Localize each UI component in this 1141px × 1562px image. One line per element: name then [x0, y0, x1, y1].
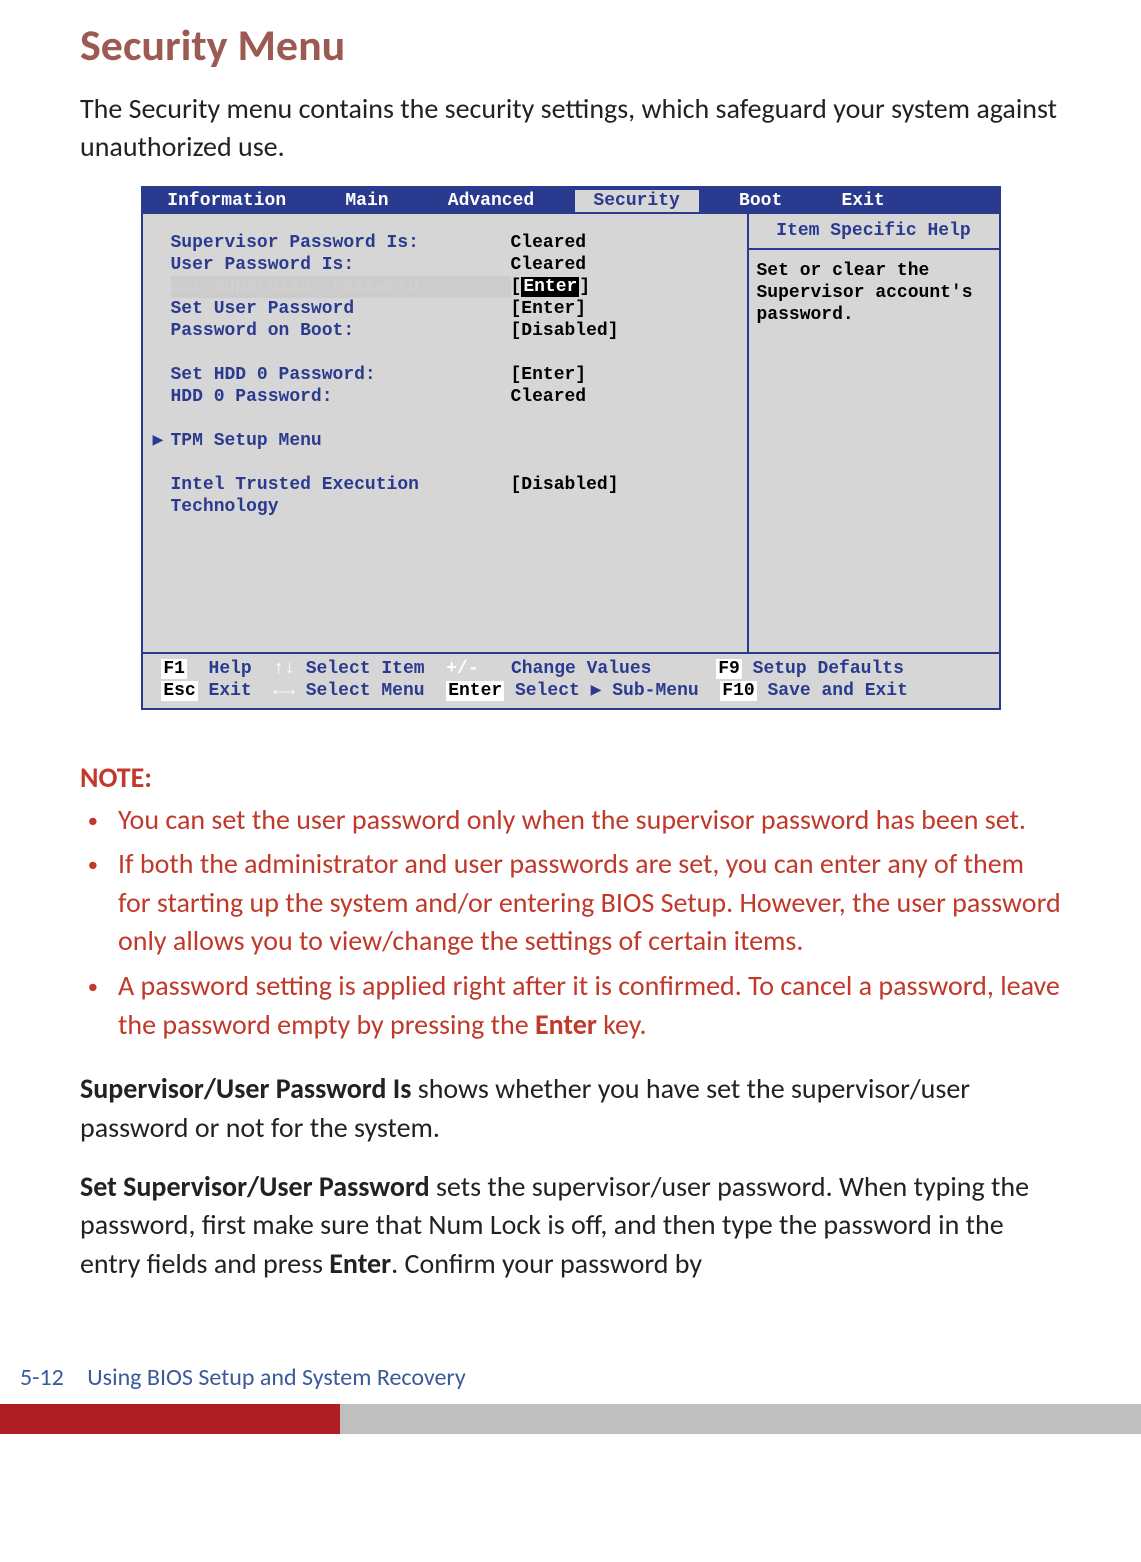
- bios-row-label: HDD 0 Password:: [171, 386, 511, 408]
- page-number: 5-12: [20, 1363, 64, 1392]
- bios-row[interactable]: Set HDD 0 Password:[Enter]: [153, 364, 737, 386]
- bios-row: HDD 0 Password:Cleared: [153, 386, 737, 408]
- note-item: A password setting is applied right afte…: [118, 967, 1061, 1044]
- bios-tab-information[interactable]: Information: [149, 190, 305, 212]
- notes-list: You can set the user password only when …: [80, 801, 1061, 1045]
- body-paragraph: Supervisor/User Password Is shows whethe…: [80, 1070, 1061, 1147]
- note-item: If both the administrator and user passw…: [118, 845, 1061, 961]
- note-label: NOTE:: [80, 760, 1061, 795]
- bios-row: Supervisor Password Is:Cleared: [153, 232, 737, 254]
- page-footer: 5-12 Using BIOS Setup and System Recover…: [0, 1363, 1141, 1434]
- bios-row-value: Cleared: [511, 254, 587, 276]
- bios-footer: F1 Help ↑↓ Select Item +/- Change Values…: [143, 654, 999, 708]
- bios-tab-exit[interactable]: Exit: [823, 190, 904, 212]
- chapter-title: Using BIOS Setup and System Recovery: [87, 1363, 466, 1392]
- bios-screenshot: Information Main Advanced Security Boot …: [141, 186, 1001, 710]
- bios-row-label: User Password Is:: [171, 254, 511, 276]
- bios-row-value: Cleared: [511, 386, 587, 408]
- paragraph-lead: Set Supervisor/User Password: [80, 1169, 430, 1204]
- bios-row-value: Cleared: [511, 232, 587, 254]
- bios-row-value: [Disabled]: [511, 320, 619, 342]
- bios-tab-security[interactable]: Security: [575, 190, 699, 212]
- bios-row[interactable]: Set Supervisor Password:[Enter]: [153, 276, 737, 298]
- bios-row-label: Set User Password: [171, 298, 511, 320]
- bios-menubar: Information Main Advanced Security Boot …: [143, 188, 999, 214]
- paragraph-lead: Supervisor/User Password Is: [80, 1071, 411, 1106]
- bios-row[interactable]: ▶TPM Setup Menu: [153, 430, 737, 452]
- bios-help-panel: Item Specific Help Set or clear the Supe…: [749, 214, 999, 652]
- bios-row[interactable]: Set User Password[Enter]: [153, 298, 737, 320]
- intro-paragraph: The Security menu contains the security …: [80, 90, 1061, 166]
- bios-help-title: Item Specific Help: [749, 214, 999, 250]
- submenu-arrow-icon: ▶: [153, 430, 171, 452]
- bios-tab-main[interactable]: Main: [327, 190, 408, 212]
- bios-row-label: Intel Trusted Execution Technology: [171, 474, 511, 518]
- bios-row-label: Set Supervisor Password:: [171, 276, 511, 298]
- bios-tab-advanced[interactable]: Advanced: [429, 190, 553, 212]
- bios-help-body: Set or clear the Supervisor account's pa…: [749, 250, 999, 336]
- bios-settings-panel: Supervisor Password Is:ClearedUser Passw…: [143, 214, 749, 652]
- note-item: You can set the user password only when …: [118, 801, 1061, 840]
- bios-row: User Password Is:Cleared: [153, 254, 737, 276]
- bios-row-value: [Disabled]: [511, 474, 619, 518]
- bios-row-value: [Enter]: [511, 276, 591, 298]
- bios-row-label: Password on Boot:: [171, 320, 511, 342]
- bios-row-label: Supervisor Password Is:: [171, 232, 511, 254]
- footer-bar-red: [0, 1404, 340, 1434]
- bios-tab-boot[interactable]: Boot: [720, 190, 801, 212]
- bios-row[interactable]: Password on Boot:[Disabled]: [153, 320, 737, 342]
- bios-row-value: [Enter]: [511, 298, 587, 320]
- bios-row-value: [Enter]: [511, 364, 587, 386]
- bios-row-label: TPM Setup Menu: [171, 430, 511, 452]
- footer-bar-grey: [340, 1404, 1141, 1434]
- body-paragraph: Set Supervisor/User Password sets the su…: [80, 1168, 1061, 1284]
- bios-row[interactable]: Intel Trusted Execution Technology[Disab…: [153, 474, 737, 518]
- page-title: Security Menu: [80, 18, 1061, 72]
- bios-row-label: Set HDD 0 Password:: [171, 364, 511, 386]
